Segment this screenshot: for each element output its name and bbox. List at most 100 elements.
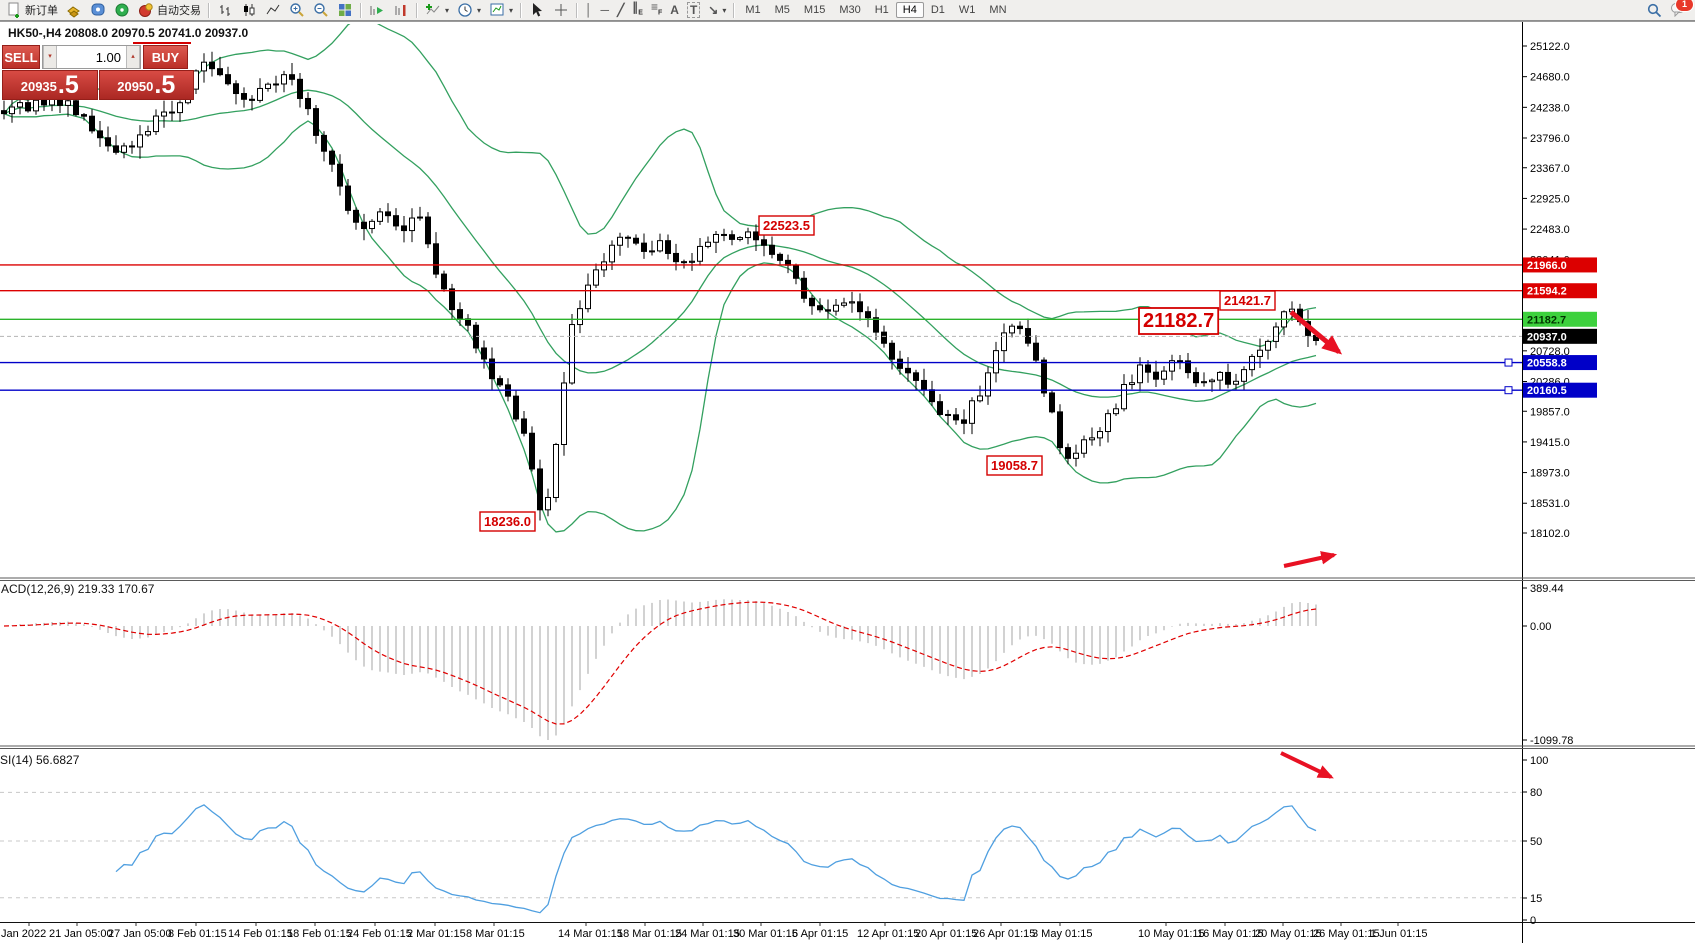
candle bbox=[753, 224, 759, 252]
hline-axis-label[interactable] bbox=[1523, 283, 1597, 299]
volume-increase-button[interactable]: ▴ bbox=[126, 46, 140, 68]
crosshair-tool-button[interactable] bbox=[549, 1, 573, 19]
zoom-out-icon bbox=[314, 3, 328, 17]
candle bbox=[329, 149, 335, 172]
candlestick-mode-button[interactable] bbox=[237, 1, 261, 19]
candle bbox=[721, 228, 727, 242]
trend-arrow[interactable] bbox=[1280, 751, 1334, 779]
tile-windows-button[interactable] bbox=[333, 1, 357, 19]
hline-axis-label[interactable] bbox=[1523, 382, 1597, 398]
candle bbox=[945, 409, 951, 426]
annotation-price-label[interactable]: 21182.7 bbox=[1138, 307, 1220, 335]
zoom-out-button[interactable] bbox=[309, 1, 333, 19]
red-underline-annotation[interactable] bbox=[133, 42, 191, 44]
cursor-tool-button[interactable] bbox=[525, 1, 549, 19]
volume-input[interactable] bbox=[57, 46, 126, 68]
candle bbox=[217, 56, 223, 77]
annotation-price-label[interactable]: 19058.7 bbox=[986, 455, 1043, 476]
candle bbox=[561, 371, 567, 456]
annotation-price-label[interactable]: 18236.0 bbox=[479, 511, 536, 532]
candle bbox=[705, 236, 711, 249]
tab-timeframe-H1[interactable]: H1 bbox=[868, 2, 896, 18]
candle bbox=[1233, 373, 1239, 391]
candle bbox=[649, 240, 655, 256]
community-button[interactable] bbox=[86, 1, 110, 19]
tab-timeframe-H4[interactable]: H4 bbox=[895, 2, 924, 18]
templates-button[interactable]: ▾ bbox=[485, 1, 517, 19]
arrows-tool-button[interactable]: ↘ ▾ bbox=[704, 1, 730, 19]
vertical-line-tool-button[interactable]: │ bbox=[581, 1, 597, 19]
chart-shift-button[interactable] bbox=[389, 1, 413, 19]
hline-axis-label[interactable] bbox=[1523, 311, 1597, 327]
indicator-tick-label: 50 bbox=[1530, 836, 1542, 848]
bollinger-upper-band bbox=[3, 24, 1317, 348]
fibonacci-tool-button[interactable]: ≡F bbox=[647, 0, 666, 19]
tab-timeframe-M1[interactable]: M1 bbox=[738, 2, 767, 18]
candle bbox=[193, 69, 199, 95]
horizontal-line-tool-button[interactable]: ─ bbox=[597, 1, 614, 19]
time-label: 16 May 01:15 bbox=[1197, 928, 1264, 940]
candle bbox=[1041, 357, 1047, 398]
hline-handle[interactable] bbox=[1504, 386, 1513, 395]
candle bbox=[657, 233, 663, 253]
indicator-tick-label: 80 bbox=[1530, 787, 1542, 799]
buy-price-display[interactable]: 20950 .5 bbox=[98, 70, 194, 100]
candle bbox=[833, 299, 839, 316]
auto-scroll-button[interactable] bbox=[365, 1, 389, 19]
new-order-button[interactable]: 新订单 bbox=[2, 1, 62, 19]
sell-price-display[interactable]: 20935 .5 bbox=[2, 70, 98, 100]
candle bbox=[465, 314, 471, 332]
auto-scroll-icon bbox=[370, 6, 383, 15]
tile-windows-icon bbox=[339, 4, 351, 16]
candle bbox=[513, 390, 519, 422]
tab-timeframe-W1[interactable]: W1 bbox=[952, 2, 983, 18]
candle bbox=[1241, 366, 1247, 391]
hline-axis-label[interactable] bbox=[1523, 328, 1597, 344]
line-chart-mode-button[interactable] bbox=[261, 1, 285, 19]
zoom-in-button[interactable] bbox=[285, 1, 309, 19]
sell-button[interactable]: SELL bbox=[2, 45, 40, 69]
rsi-indicator-label: SI(14) 56.6827 bbox=[0, 753, 80, 767]
indicators-button[interactable]: ▾ bbox=[421, 1, 453, 19]
tab-timeframe-D1[interactable]: D1 bbox=[924, 2, 952, 18]
hline-handle[interactable] bbox=[1504, 358, 1513, 367]
tab-timeframe-MN[interactable]: MN bbox=[982, 2, 1013, 18]
tab-timeframe-M30[interactable]: M30 bbox=[832, 2, 867, 18]
tab-timeframe-M5[interactable]: M5 bbox=[768, 2, 797, 18]
trend-arrow[interactable] bbox=[1283, 551, 1338, 568]
candle bbox=[593, 263, 599, 289]
text-tool-button[interactable]: A bbox=[666, 1, 683, 19]
auto-trading-button[interactable]: 自动交易 bbox=[134, 1, 205, 19]
candle bbox=[321, 131, 327, 162]
tab-timeframe-M15[interactable]: M15 bbox=[797, 2, 832, 18]
search-icon[interactable] bbox=[1647, 3, 1662, 18]
price-tick-label: 23367.0 bbox=[1530, 163, 1570, 175]
periods-button[interactable]: ▾ bbox=[453, 1, 485, 19]
candle bbox=[169, 100, 175, 121]
annotation-price-label[interactable]: 22523.5 bbox=[758, 215, 815, 236]
hline-axis-label[interactable] bbox=[1523, 257, 1597, 273]
candle bbox=[105, 126, 111, 152]
channel-tool-button[interactable]: ∥E bbox=[628, 0, 647, 19]
trend-arrow[interactable] bbox=[1289, 310, 1343, 355]
signals-button[interactable] bbox=[110, 1, 134, 19]
annotation-price-label[interactable]: 21421.7 bbox=[1219, 290, 1276, 311]
toolbar-separator bbox=[360, 2, 362, 18]
bar-chart-mode-button[interactable] bbox=[213, 1, 237, 19]
candle bbox=[801, 271, 807, 303]
market-watch-button[interactable] bbox=[62, 1, 86, 19]
trendline-tool-button[interactable]: ╱ bbox=[613, 1, 628, 19]
notifications-button[interactable]: 1 bbox=[1670, 0, 1693, 20]
text-label-tool-button[interactable]: T bbox=[683, 1, 704, 19]
candle bbox=[577, 300, 583, 334]
candle bbox=[889, 340, 895, 370]
volume-decrease-button[interactable]: ▾ bbox=[43, 46, 57, 68]
buy-button[interactable]: BUY bbox=[143, 45, 188, 69]
clock-icon bbox=[458, 3, 472, 17]
candle bbox=[1065, 443, 1071, 465]
time-label: 26 Apr 01:15 bbox=[973, 928, 1035, 940]
price-tick-label: 25122.0 bbox=[1530, 41, 1570, 53]
template-icon bbox=[490, 3, 504, 16]
hline-axis-label[interactable] bbox=[1523, 355, 1597, 371]
